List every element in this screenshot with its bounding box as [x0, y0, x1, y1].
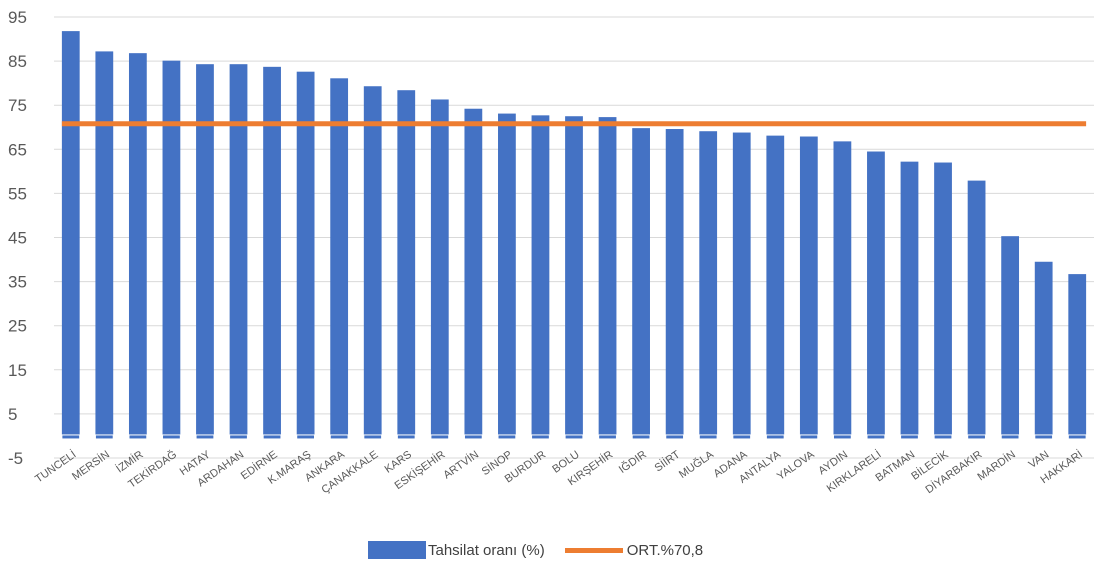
bar	[330, 78, 349, 436]
x-tick-label: DİYARBAKIR	[923, 448, 984, 496]
x-tick-label: MERSİN	[70, 448, 113, 483]
x-tick-label: TUNCELİ	[32, 448, 78, 486]
bar	[196, 64, 214, 436]
bar	[128, 53, 147, 436]
y-tick-label: 75	[8, 96, 27, 115]
bar	[1068, 274, 1087, 436]
bar	[1034, 261, 1053, 436]
y-axis-ticks: -5 5 15 25 35 45 55 65 75 85 95	[8, 8, 27, 468]
bar	[531, 115, 550, 436]
legend: Tahsilat oranı (%) ORT.%70,8	[368, 541, 723, 559]
bar-base	[162, 434, 181, 440]
bar	[363, 86, 382, 436]
bar	[632, 128, 650, 436]
bar-base	[296, 434, 316, 440]
bar-base	[94, 434, 114, 440]
bar-base	[564, 434, 584, 440]
x-tick-label: MUĞLA	[676, 447, 716, 480]
y-tick-label: 55	[8, 184, 27, 203]
bar-base	[262, 434, 282, 440]
bar	[1001, 236, 1020, 436]
bar-base	[631, 434, 651, 440]
y-tick-label: 15	[8, 361, 27, 380]
bar-base	[396, 434, 416, 440]
bar-base	[329, 434, 349, 440]
bar	[61, 31, 80, 436]
bar-base	[430, 434, 450, 440]
bars	[61, 31, 1087, 440]
bar	[766, 135, 785, 436]
y-tick-label: 35	[8, 273, 27, 292]
bar-base	[799, 434, 819, 440]
bar	[229, 64, 248, 436]
bar	[598, 117, 617, 436]
bar	[95, 51, 114, 436]
bar	[665, 129, 684, 436]
bar-base	[128, 434, 148, 440]
y-tick-label: 85	[8, 52, 27, 71]
bar-base	[900, 434, 919, 440]
bar-base	[61, 434, 81, 440]
y-tick-label: 95	[8, 8, 27, 27]
legend-item-average: ORT.%70,8	[564, 541, 704, 559]
legend-swatch-bars	[368, 541, 426, 559]
bar-base	[665, 434, 685, 440]
bar-base	[732, 434, 752, 440]
legend-item-bars: Tahsilat oranı (%)	[368, 541, 545, 559]
bar-base	[598, 434, 617, 440]
bar	[430, 99, 449, 436]
legend-swatch-average	[564, 547, 623, 553]
y-tick-label: 65	[8, 140, 27, 159]
bar-base	[866, 434, 886, 440]
bar-base	[363, 434, 383, 440]
x-tick-label: VAN	[1027, 449, 1052, 471]
bar	[967, 180, 986, 436]
bar-base	[531, 434, 550, 440]
bar-base	[933, 434, 953, 440]
x-tick-label: YALOVA	[775, 448, 817, 483]
bar	[934, 162, 952, 436]
bar-base	[698, 434, 718, 440]
legend-label-bars: Tahsilat oranı (%)	[428, 541, 545, 559]
x-tick-label: ARTVİN	[441, 448, 481, 482]
y-tick-label: 5	[8, 405, 17, 424]
bar-base	[1067, 434, 1087, 440]
bar	[296, 71, 315, 436]
bar	[565, 116, 583, 436]
legend-label-average: ORT.%70,8	[626, 541, 704, 559]
bar-base	[195, 434, 215, 440]
bar-base	[497, 434, 517, 440]
x-tick-label: IĞDIR	[616, 448, 649, 476]
x-tick-label: MARDİN	[975, 448, 1018, 484]
y-tick-label: -5	[8, 449, 23, 468]
bar-base	[967, 434, 986, 440]
y-tick-label: 25	[8, 317, 27, 336]
bar	[263, 66, 281, 436]
bar-base	[1000, 434, 1020, 440]
bar-base	[765, 434, 785, 440]
bar	[498, 113, 516, 436]
bar	[464, 108, 483, 436]
bar	[867, 151, 885, 436]
bar-base	[463, 434, 483, 440]
bar-base	[229, 434, 248, 440]
bar-base	[832, 434, 852, 440]
bar	[732, 132, 751, 436]
bar	[699, 131, 718, 436]
bar	[833, 141, 852, 436]
bar	[900, 161, 919, 436]
bar	[397, 90, 416, 436]
y-tick-label: 45	[8, 229, 27, 248]
bar	[162, 60, 181, 436]
bar	[799, 136, 818, 436]
bar-base	[1034, 434, 1054, 440]
